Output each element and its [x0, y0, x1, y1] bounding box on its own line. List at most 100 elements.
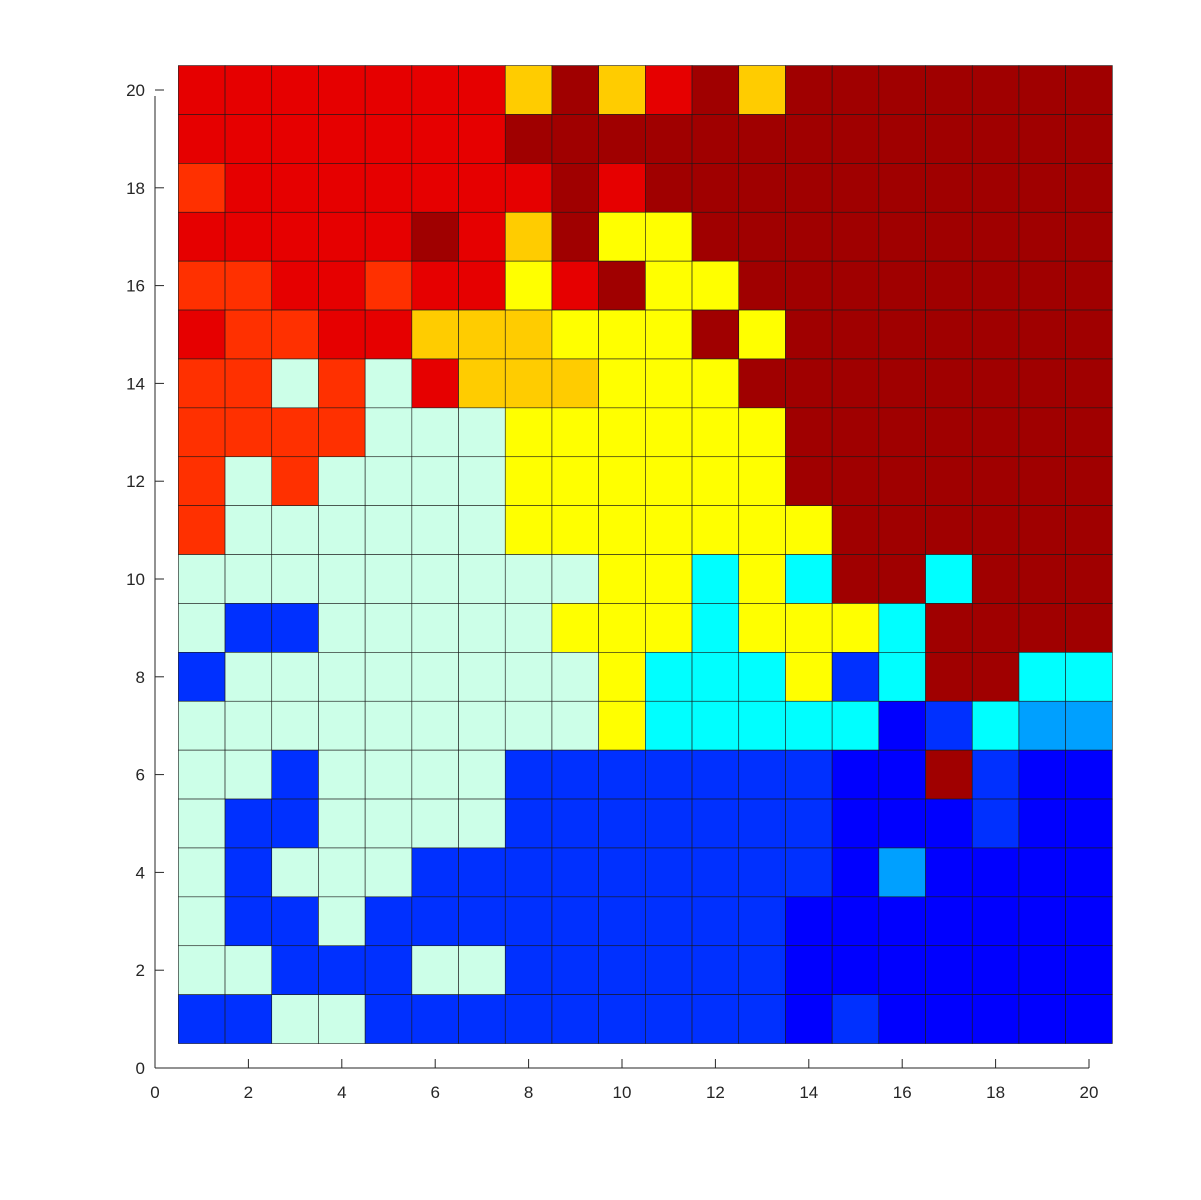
heatmap-cell-13-5: [738, 798, 786, 849]
heatmap-cell-20-9: [1065, 603, 1113, 653]
heatmap-cell-14-15: [785, 309, 833, 360]
heatmap-cell-13-8: [738, 652, 786, 702]
heatmap-cell-13-12: [738, 456, 786, 506]
heatmap-cell-10-12: [598, 456, 646, 506]
heatmap-cell-13-18: [738, 163, 786, 213]
heatmap-cell-5-10: [364, 554, 413, 604]
heatmap-cell-11-9: [645, 603, 693, 653]
heatmap-cell-9-20: [551, 65, 599, 115]
heatmap-cell-4-15: [318, 309, 366, 360]
heatmap-cell-16-10: [878, 554, 926, 604]
heatmap-cell-17-17: [925, 211, 973, 262]
heatmap-cell-16-6: [878, 749, 926, 800]
heatmap-cell-11-6: [645, 749, 693, 800]
heatmap-cell-7-19: [458, 114, 506, 164]
heatmap-cell-3-10: [271, 554, 319, 604]
heatmap-cell-17-16: [925, 260, 973, 311]
heatmap-cell-19-2: [1018, 945, 1066, 995]
heatmap-cell-8-6: [504, 749, 553, 800]
heatmap-cell-17-6: [925, 749, 973, 800]
heatmap-cell-16-14: [878, 358, 926, 409]
heatmap-cell-13-19: [738, 114, 786, 164]
heatmap-cell-12-8: [691, 652, 740, 702]
heatmap-cell-17-14: [925, 358, 973, 409]
heatmap-cell-14-7: [785, 700, 833, 751]
heatmap-cell-12-7: [691, 700, 740, 751]
heatmap-cell-3-5: [271, 798, 319, 849]
heatmap-cell-8-20: [504, 65, 553, 115]
heatmap-cell-7-2: [458, 945, 506, 995]
heatmap-cell-13-3: [738, 896, 786, 947]
heatmap-cell-7-14: [458, 358, 506, 409]
heatmap-cell-10-3: [598, 896, 646, 947]
heatmap-cell-8-2: [504, 945, 553, 995]
heatmap-cell-18-19: [971, 114, 1020, 164]
heatmap-cell-15-20: [831, 65, 880, 115]
heatmap-cell-5-20: [364, 65, 413, 115]
heatmap-cell-13-9: [738, 603, 786, 653]
heatmap-cell-3-14: [271, 358, 319, 409]
heatmap-cell-5-7: [364, 700, 413, 751]
y-tick-label: 6: [136, 766, 145, 785]
heatmap-cell-7-16: [458, 260, 506, 311]
heatmap-cell-4-2: [318, 945, 366, 995]
heatmap-cell-6-10: [411, 554, 459, 604]
heatmap-cell-19-9: [1018, 603, 1066, 653]
heatmap-cell-11-8: [645, 652, 693, 702]
heatmap-cell-19-8: [1018, 652, 1066, 702]
heatmap-cell-1-6: [178, 749, 226, 800]
heatmap-cell-8-13: [504, 407, 553, 458]
heatmap-cell-18-6: [971, 749, 1020, 800]
heatmap-cell-2-14: [224, 358, 273, 409]
heatmap-cell-3-17: [271, 211, 319, 262]
heatmap-cell-18-13: [971, 407, 1020, 458]
heatmap-cell-1-18: [178, 163, 226, 213]
heatmap-cell-1-7: [178, 700, 226, 751]
heatmap-cell-4-19: [318, 114, 366, 164]
heatmap-cell-8-15: [504, 309, 553, 360]
heatmap-cell-16-18: [878, 163, 926, 213]
heatmap-cell-14-8: [785, 652, 833, 702]
heatmap-cell-4-3: [318, 896, 366, 947]
heatmap-cell-20-1: [1065, 994, 1113, 1044]
heatmap-cell-5-15: [364, 309, 413, 360]
y-tick-label: 12: [126, 472, 145, 491]
heatmap-cell-17-20: [925, 65, 973, 115]
y-tick-label: 18: [126, 179, 145, 198]
heatmap-cell-12-11: [691, 505, 740, 555]
heatmap-cell-16-13: [878, 407, 926, 458]
heatmap-cell-2-18: [224, 163, 273, 213]
heatmap-cell-6-4: [411, 847, 459, 898]
heatmap-cell-3-2: [271, 945, 319, 995]
heatmap-cell-14-1: [785, 994, 833, 1044]
heatmap-cell-3-3: [271, 896, 319, 947]
heatmap-cell-17-4: [925, 847, 973, 898]
y-tick-label: 14: [126, 374, 145, 393]
heatmap-cell-8-8: [504, 652, 553, 702]
heatmap-cell-3-7: [271, 700, 319, 751]
heatmap-cell-2-2: [224, 945, 273, 995]
heatmap-cell-17-10: [925, 554, 973, 604]
heatmap-cell-8-12: [504, 456, 553, 506]
heatmap-cell-5-5: [364, 798, 413, 849]
heatmap-cell-7-5: [458, 798, 506, 849]
heatmap-cell-2-20: [224, 65, 273, 115]
heatmap-cell-2-15: [224, 309, 273, 360]
heatmap-cell-2-3: [224, 896, 273, 947]
heatmap-cell-16-8: [878, 652, 926, 702]
heatmap-cell-1-3: [178, 896, 226, 947]
heatmap-cell-20-7: [1065, 700, 1113, 751]
heatmap-cell-11-18: [645, 163, 693, 213]
heatmap-cell-4-16: [318, 260, 366, 311]
heatmap-cell-16-1: [878, 994, 926, 1044]
heatmap-cell-2-8: [224, 652, 273, 702]
heatmap-cell-19-15: [1018, 309, 1066, 360]
y-tick-label: 8: [136, 668, 145, 687]
heatmap-cell-14-12: [785, 456, 833, 506]
heatmap-cell-2-13: [224, 407, 273, 458]
heatmap-cell-12-13: [691, 407, 740, 458]
heatmap-cell-5-14: [364, 358, 413, 409]
heatmap-cell-20-6: [1065, 749, 1113, 800]
heatmap-cell-19-16: [1018, 260, 1066, 311]
